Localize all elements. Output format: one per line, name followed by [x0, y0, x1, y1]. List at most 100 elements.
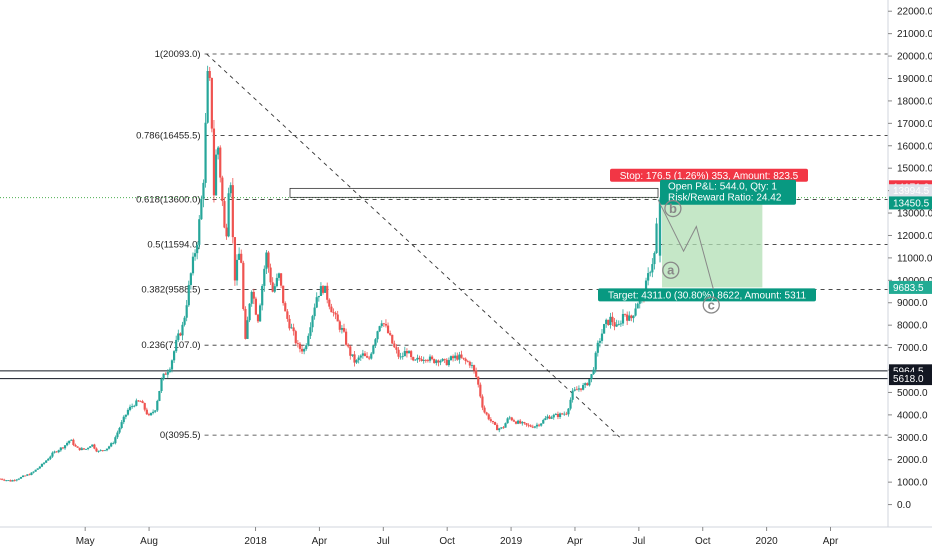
- candle-body: [254, 298, 258, 315]
- candle-body: [68, 440, 71, 443]
- candle-body: [451, 356, 455, 359]
- candle-body: [187, 284, 190, 306]
- x-tick-label: 2019: [500, 536, 523, 547]
- y-tick-label: 7000.0: [897, 343, 928, 354]
- candle-body: [328, 299, 331, 307]
- fib-level-label: 0.236(7107.0): [141, 340, 200, 351]
- candle-body: [309, 327, 312, 336]
- candle-body: [521, 422, 524, 424]
- candle-body: [573, 389, 576, 391]
- candle-body: [282, 285, 285, 304]
- x-tick-label: Apr: [312, 536, 328, 547]
- price-tag-bg: [889, 372, 932, 386]
- candle-body: [3, 479, 6, 481]
- candle-body: [355, 360, 358, 363]
- candle-body: [605, 319, 608, 325]
- candle-body: [458, 354, 461, 360]
- candle-body: [11, 480, 14, 482]
- candle-body: [596, 342, 599, 353]
- candle-body: [252, 291, 255, 299]
- candle-body: [475, 370, 478, 377]
- fib-level-label: 0(3095.5): [160, 430, 201, 441]
- candle-body: [110, 443, 113, 447]
- candle-body: [107, 446, 111, 449]
- candle-body: [628, 315, 631, 321]
- candle-body: [143, 403, 146, 410]
- candle-body: [634, 308, 637, 316]
- candle-body: [550, 417, 553, 419]
- candle-body: [19, 477, 23, 479]
- candle-body: [38, 466, 41, 469]
- candle-body: [594, 352, 597, 370]
- candle-body: [162, 373, 165, 380]
- candle-body: [340, 328, 344, 330]
- candle-body: [36, 468, 39, 470]
- wave-marker-circle: [664, 199, 682, 218]
- y-tick-label: 22000.0: [897, 7, 932, 18]
- candle-body: [99, 450, 102, 452]
- candle-body: [485, 412, 488, 415]
- candle-body: [407, 351, 411, 354]
- candle-body: [53, 451, 56, 453]
- candle-body: [378, 326, 381, 332]
- candle-body: [15, 479, 18, 481]
- candle-body: [399, 356, 402, 358]
- candle-body: [105, 448, 109, 451]
- candle-body: [357, 357, 360, 361]
- candle-body: [80, 448, 83, 451]
- price-tag-bg: [889, 196, 932, 210]
- candle-body: [181, 324, 184, 336]
- price-tag-bg: [889, 184, 932, 198]
- candle-body: [447, 360, 450, 366]
- candle-body: [300, 348, 304, 352]
- candle-body: [565, 413, 568, 415]
- candle-body: [185, 305, 188, 318]
- candle-body: [338, 321, 341, 330]
- candle-body: [332, 312, 335, 314]
- candle-body: [590, 374, 593, 379]
- candle-body: [263, 268, 266, 286]
- y-tick-label: 16000.0: [897, 141, 932, 152]
- candle-body: [63, 445, 67, 449]
- candle-body: [204, 122, 207, 183]
- candle-body: [410, 351, 413, 358]
- candle-body: [189, 273, 192, 285]
- candle-body: [525, 423, 528, 425]
- candle-body: [391, 334, 394, 344]
- candle-body: [437, 360, 440, 363]
- candle-body: [368, 357, 371, 359]
- candle-body: [319, 286, 323, 296]
- candle-body: [315, 297, 318, 308]
- candle-body: [86, 447, 90, 449]
- candle-body: [416, 357, 419, 360]
- candle-body: [305, 345, 308, 350]
- candle-body: [506, 418, 509, 424]
- candle-body: [533, 426, 536, 428]
- candle-body: [372, 345, 375, 354]
- candle-body: [420, 359, 423, 361]
- x-axis: May Aug 2018 Apr Jul Oct 2019 Apr Jul Oct 2020 Apr: [0, 526, 932, 547]
- candle-body: [481, 396, 484, 408]
- candle-body: [623, 313, 627, 315]
- price-tag: 13450.5: [893, 198, 930, 209]
- candle-body: [382, 323, 385, 325]
- candle-body: [279, 273, 283, 286]
- candle-body: [45, 460, 48, 463]
- candle-body: [414, 359, 417, 361]
- candle-body: [540, 423, 543, 426]
- candle-body: [344, 331, 348, 345]
- candle-body: [456, 355, 459, 360]
- candle-body: [462, 357, 465, 359]
- candle-body: [116, 432, 119, 438]
- candle-body: [334, 312, 337, 315]
- y-tick-label: 21000.0: [897, 29, 932, 40]
- candle-body: [303, 349, 306, 352]
- candle-body: [24, 475, 27, 477]
- candle-body: [393, 343, 396, 348]
- candle-body: [84, 448, 88, 450]
- candle-body: [72, 439, 75, 445]
- candle-body: [120, 422, 123, 428]
- candle-body: [76, 446, 79, 448]
- candle-body: [389, 333, 392, 335]
